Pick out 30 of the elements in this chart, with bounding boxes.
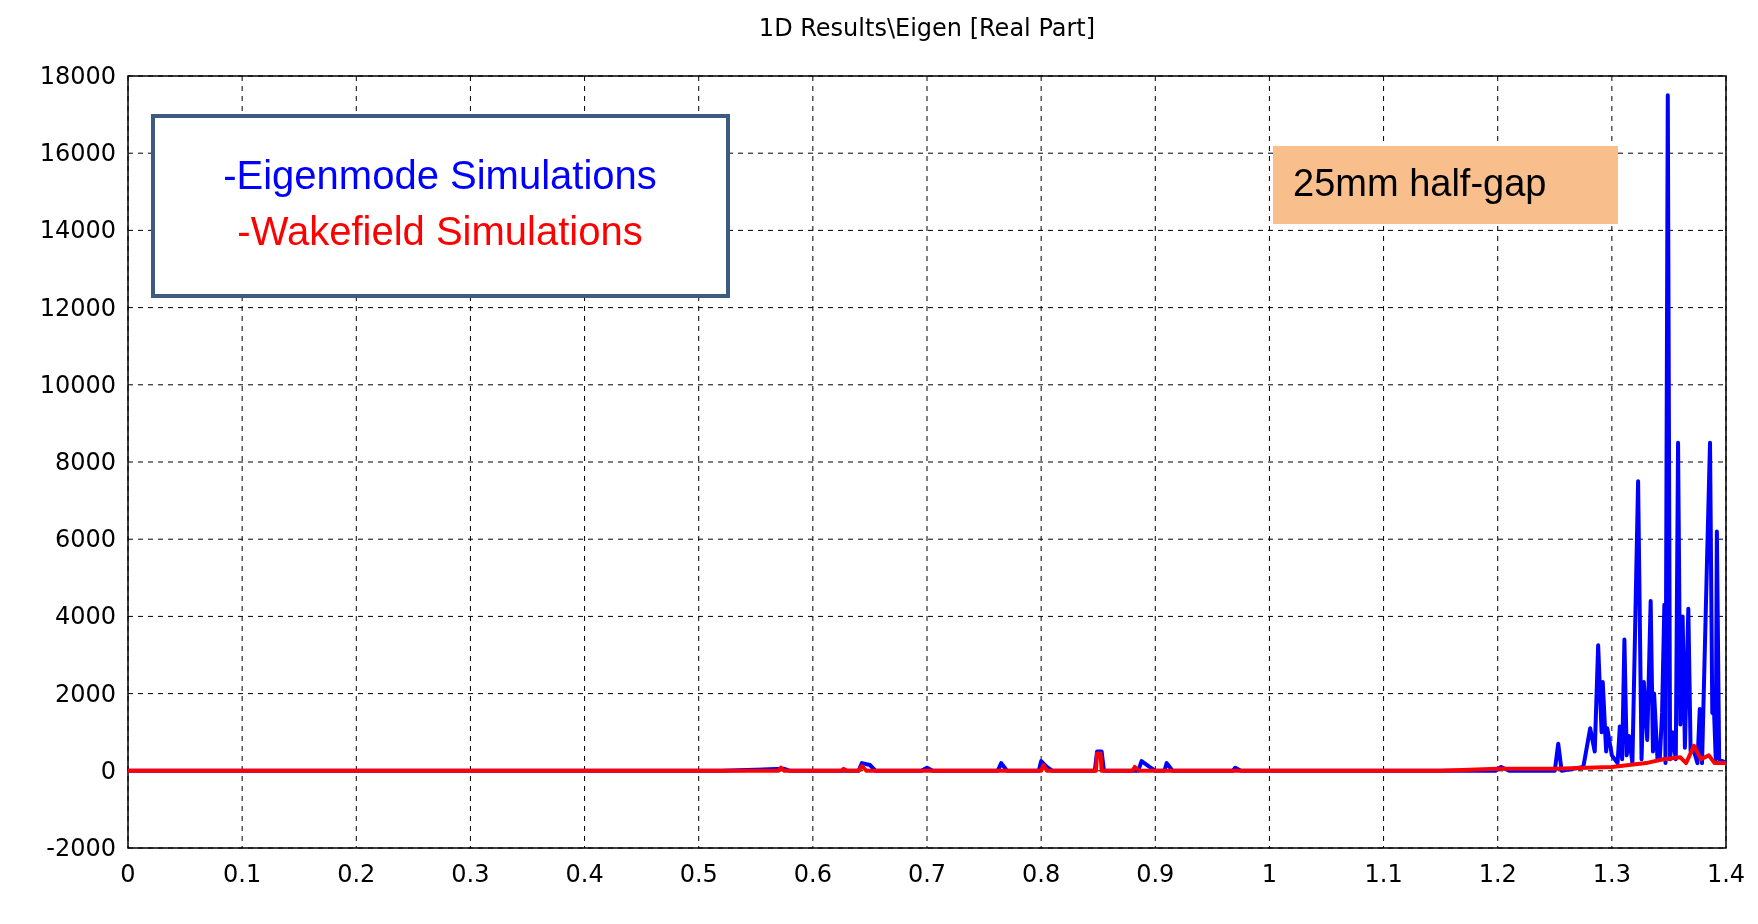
x-tick-label: 0.9 — [1136, 860, 1175, 888]
y-tick-label: 4000 — [54, 602, 116, 631]
y-tick-label: -2000 — [46, 834, 116, 862]
x-tick-label: 1.2 — [1478, 860, 1517, 888]
y-tick-label: 2000 — [54, 679, 116, 708]
x-tick-label: 1.3 — [1592, 860, 1631, 888]
x-tick-label: 0.5 — [679, 860, 718, 888]
y-tick-label: 0 — [100, 756, 116, 785]
y-tick-label: 16000 — [39, 139, 116, 168]
y-tick-label: 12000 — [39, 293, 116, 322]
x-tick-label: 0.8 — [1022, 860, 1061, 888]
x-tick-label: 1.4 — [1706, 860, 1746, 888]
legend-frame: -Eigenmode Simulations -Wakefield Simulations — [151, 114, 730, 298]
x-tick-label: 0.3 — [451, 860, 490, 888]
x-tick-label: 0.7 — [907, 860, 947, 888]
y-tick-label: 18000 — [39, 62, 116, 90]
y-tick-label: 14000 — [39, 216, 116, 245]
x-tick-label: 0.2 — [337, 860, 376, 888]
x-tick-label: 0.6 — [793, 860, 832, 888]
y-tick-label: 8000 — [54, 448, 116, 476]
x-tick-label: 0 — [120, 860, 136, 888]
x-tick-label: 1 — [1261, 860, 1278, 888]
x-tick-label: 0.4 — [565, 860, 604, 888]
y-tick-label: 10000 — [39, 370, 116, 399]
x-tick-label: 0.1 — [223, 860, 262, 888]
annotation: 25mm half-gap — [1293, 162, 1547, 204]
line-series — [126, 743, 1728, 773]
x-tick-label: 1.1 — [1364, 860, 1403, 888]
y-tick-label: 6000 — [54, 525, 116, 554]
chart-title: 1D Results\Eigen [Real Part] — [758, 14, 1096, 42]
